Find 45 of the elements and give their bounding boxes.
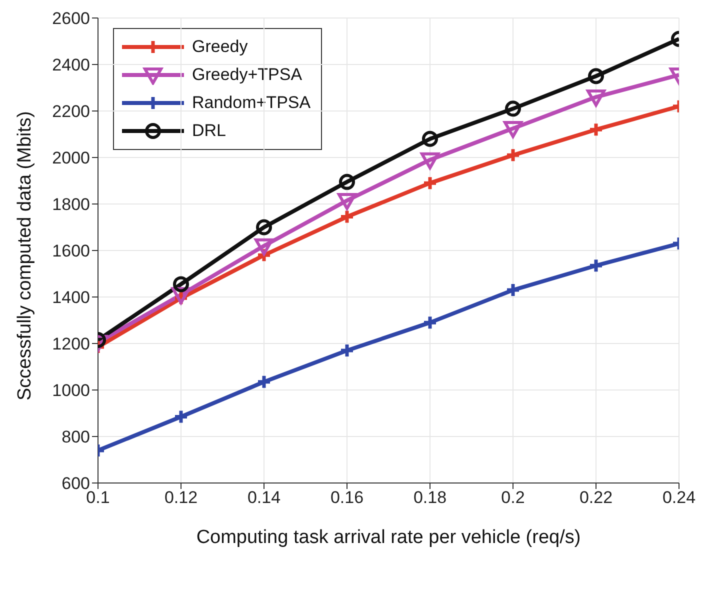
y-tick-label: 1000 — [52, 381, 90, 400]
point — [422, 130, 438, 147]
point — [505, 282, 521, 298]
point — [505, 147, 521, 163]
x-tick-label: 0.2 — [501, 488, 525, 508]
x-tick-label: 0.1 — [86, 488, 110, 508]
x-tick-label: 0.24 — [662, 488, 696, 508]
x-tick-label: 0.14 — [247, 488, 281, 508]
point — [420, 152, 440, 170]
point — [505, 100, 521, 117]
point — [588, 122, 604, 138]
legend-label: DRL — [192, 121, 226, 141]
point — [586, 90, 606, 107]
point — [173, 276, 189, 292]
x-axis-title: Computing task arrival rate per vehicle (req/s) — [196, 527, 581, 548]
legend-label: Random+TPSA — [192, 93, 311, 113]
point — [338, 193, 356, 210]
point — [339, 174, 355, 190]
y-tick-label: 2600 — [52, 9, 90, 28]
point — [254, 238, 274, 256]
point — [339, 209, 355, 225]
point — [173, 408, 189, 424]
y-tick-label: 1200 — [52, 334, 90, 354]
point — [504, 120, 522, 138]
point — [256, 219, 272, 236]
x-tick-label: 0.12 — [164, 488, 198, 508]
y-tick-label: 1400 — [52, 288, 90, 308]
legend-label: Greedy — [192, 37, 248, 57]
x-tick-label: 0.18 — [413, 488, 447, 508]
legend-label: Greedy+TPSA — [192, 65, 302, 85]
point — [422, 314, 438, 330]
point — [256, 374, 272, 390]
y-tick-label: 2000 — [52, 148, 90, 168]
y-tick-label: 2400 — [52, 56, 90, 75]
point — [588, 68, 604, 84]
y-tick-label: 800 — [62, 428, 90, 447]
x-tick-label: 0.16 — [330, 488, 364, 508]
y-axis-title: Sccessfully computed data (Mbits) — [14, 111, 36, 400]
point — [588, 258, 604, 274]
y-tick-label: 1600 — [52, 242, 90, 261]
point — [339, 342, 355, 358]
point — [422, 175, 438, 191]
x-tick-label: 0.22 — [579, 488, 613, 508]
y-tick-label: 1800 — [52, 195, 90, 214]
y-tick-label: 2200 — [52, 102, 90, 122]
